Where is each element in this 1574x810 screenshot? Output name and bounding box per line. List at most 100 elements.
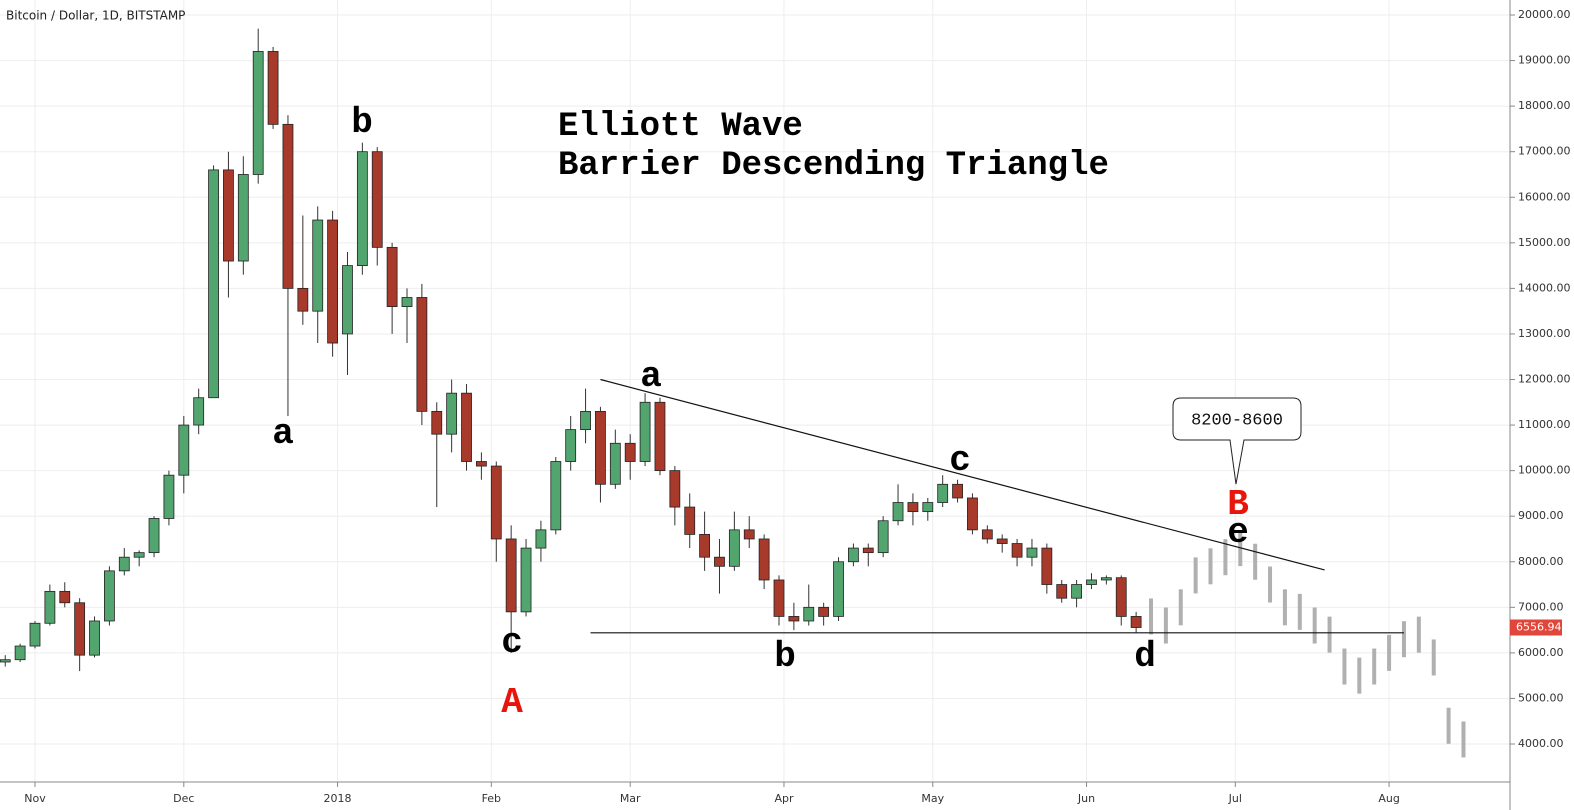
y-tick-label: 7000.00 xyxy=(1518,600,1564,613)
candle-body xyxy=(208,169,219,399)
projection-bar xyxy=(1178,589,1183,626)
candle-body xyxy=(104,570,115,622)
x-tick-label: Mar xyxy=(620,792,641,805)
wave-label: b xyxy=(351,102,373,143)
projection-bar xyxy=(1253,543,1258,580)
headline: Barrier Descending Triangle xyxy=(558,147,1109,185)
y-tick-label: 12000.00 xyxy=(1518,373,1571,386)
callout-text: 8200-8600 xyxy=(1191,411,1283,430)
candle-body xyxy=(193,397,205,426)
candle-body xyxy=(133,552,145,558)
candle-body xyxy=(1026,547,1038,558)
x-tick-label: Nov xyxy=(24,792,46,805)
y-tick-label: 17000.00 xyxy=(1518,145,1571,158)
candle-body xyxy=(252,51,264,175)
y-tick-label: 11000.00 xyxy=(1518,418,1571,431)
candle-body xyxy=(223,169,234,262)
candle-body xyxy=(1041,547,1053,585)
candle-body xyxy=(342,265,353,335)
y-tick-label: 16000.00 xyxy=(1518,190,1571,203)
wave-label: d xyxy=(1134,636,1156,677)
projection-bar xyxy=(1312,607,1317,644)
candle-body xyxy=(714,556,725,567)
projection-bar xyxy=(1268,566,1273,603)
y-tick-label: 8000.00 xyxy=(1518,555,1564,568)
projection-bar xyxy=(1149,598,1153,635)
candle-body xyxy=(892,502,904,522)
headline: Elliott Wave xyxy=(558,108,803,146)
candle-body xyxy=(312,219,324,312)
candle-body xyxy=(788,616,800,622)
candle-body xyxy=(535,529,547,549)
candle-body xyxy=(609,442,621,485)
projection-bar xyxy=(1208,548,1213,585)
candle-body xyxy=(446,392,458,435)
candle-body xyxy=(937,483,949,503)
x-tick-label: May xyxy=(921,792,944,805)
wave-label: a xyxy=(640,356,662,397)
candle-body xyxy=(163,474,175,519)
projection-bar xyxy=(1431,639,1436,676)
candle-body xyxy=(1011,543,1023,558)
chart-title: Bitcoin / Dollar, 1D, BITSTAMP xyxy=(6,9,185,23)
y-tick-label: 4000.00 xyxy=(1518,737,1564,750)
candle-body xyxy=(803,606,815,622)
candle-body xyxy=(996,538,1008,544)
candle-body xyxy=(639,401,651,462)
y-tick-label: 6000.00 xyxy=(1518,646,1564,659)
candle-body xyxy=(282,123,294,289)
x-tick-label: Jul xyxy=(1228,792,1242,805)
candle-body xyxy=(401,297,413,307)
x-tick-label: Dec xyxy=(173,792,194,805)
candle-body xyxy=(44,590,56,624)
projection-bar xyxy=(1401,621,1406,658)
candle-body xyxy=(952,483,963,499)
candle-body xyxy=(699,534,710,558)
x-tick-label: Aug xyxy=(1378,792,1399,805)
wave-label: c xyxy=(501,622,523,663)
wave-label: c xyxy=(949,440,971,481)
wave-label: e xyxy=(1227,512,1249,553)
x-tick-label: Jun xyxy=(1077,792,1095,805)
candle-body xyxy=(1056,584,1068,599)
candle-body xyxy=(0,659,11,663)
candle-body xyxy=(178,424,190,476)
x-tick-label: Apr xyxy=(774,792,794,805)
y-tick-label: 18000.00 xyxy=(1518,99,1571,112)
candle-body xyxy=(818,606,830,617)
y-tick-label: 15000.00 xyxy=(1518,236,1571,249)
projection-bar xyxy=(1416,616,1421,653)
y-tick-label: 13000.00 xyxy=(1518,327,1571,340)
candle-body xyxy=(356,151,368,266)
candle-body xyxy=(386,246,398,307)
candle-body xyxy=(297,287,309,312)
y-tick-label: 10000.00 xyxy=(1518,464,1571,477)
projection-bar xyxy=(1223,539,1228,576)
candle-body xyxy=(833,561,844,617)
projection-bar xyxy=(1163,607,1168,644)
candle-body xyxy=(89,620,100,656)
projection-bar xyxy=(1342,648,1347,685)
candle-body xyxy=(981,529,993,540)
candle-body xyxy=(327,219,339,344)
candle-body xyxy=(684,506,696,535)
candle-body xyxy=(907,502,919,513)
candle-body xyxy=(371,151,383,248)
wave-label: B xyxy=(1227,484,1249,525)
candle-body xyxy=(967,497,978,531)
candle-body xyxy=(773,579,785,617)
candle-body xyxy=(14,645,26,661)
callout-box xyxy=(1172,397,1302,485)
candle-body xyxy=(565,429,577,462)
candle-body xyxy=(475,461,487,467)
candle-body xyxy=(550,461,562,531)
candle-body xyxy=(148,518,160,554)
wave-label: b xyxy=(774,636,796,677)
candle-body xyxy=(1130,616,1142,628)
candle-body xyxy=(1100,577,1112,581)
candle-body xyxy=(848,547,859,563)
candle-body xyxy=(669,470,681,508)
candle-body xyxy=(1115,577,1127,617)
candle-body xyxy=(461,392,472,462)
x-tick-label: 2018 xyxy=(324,792,352,805)
